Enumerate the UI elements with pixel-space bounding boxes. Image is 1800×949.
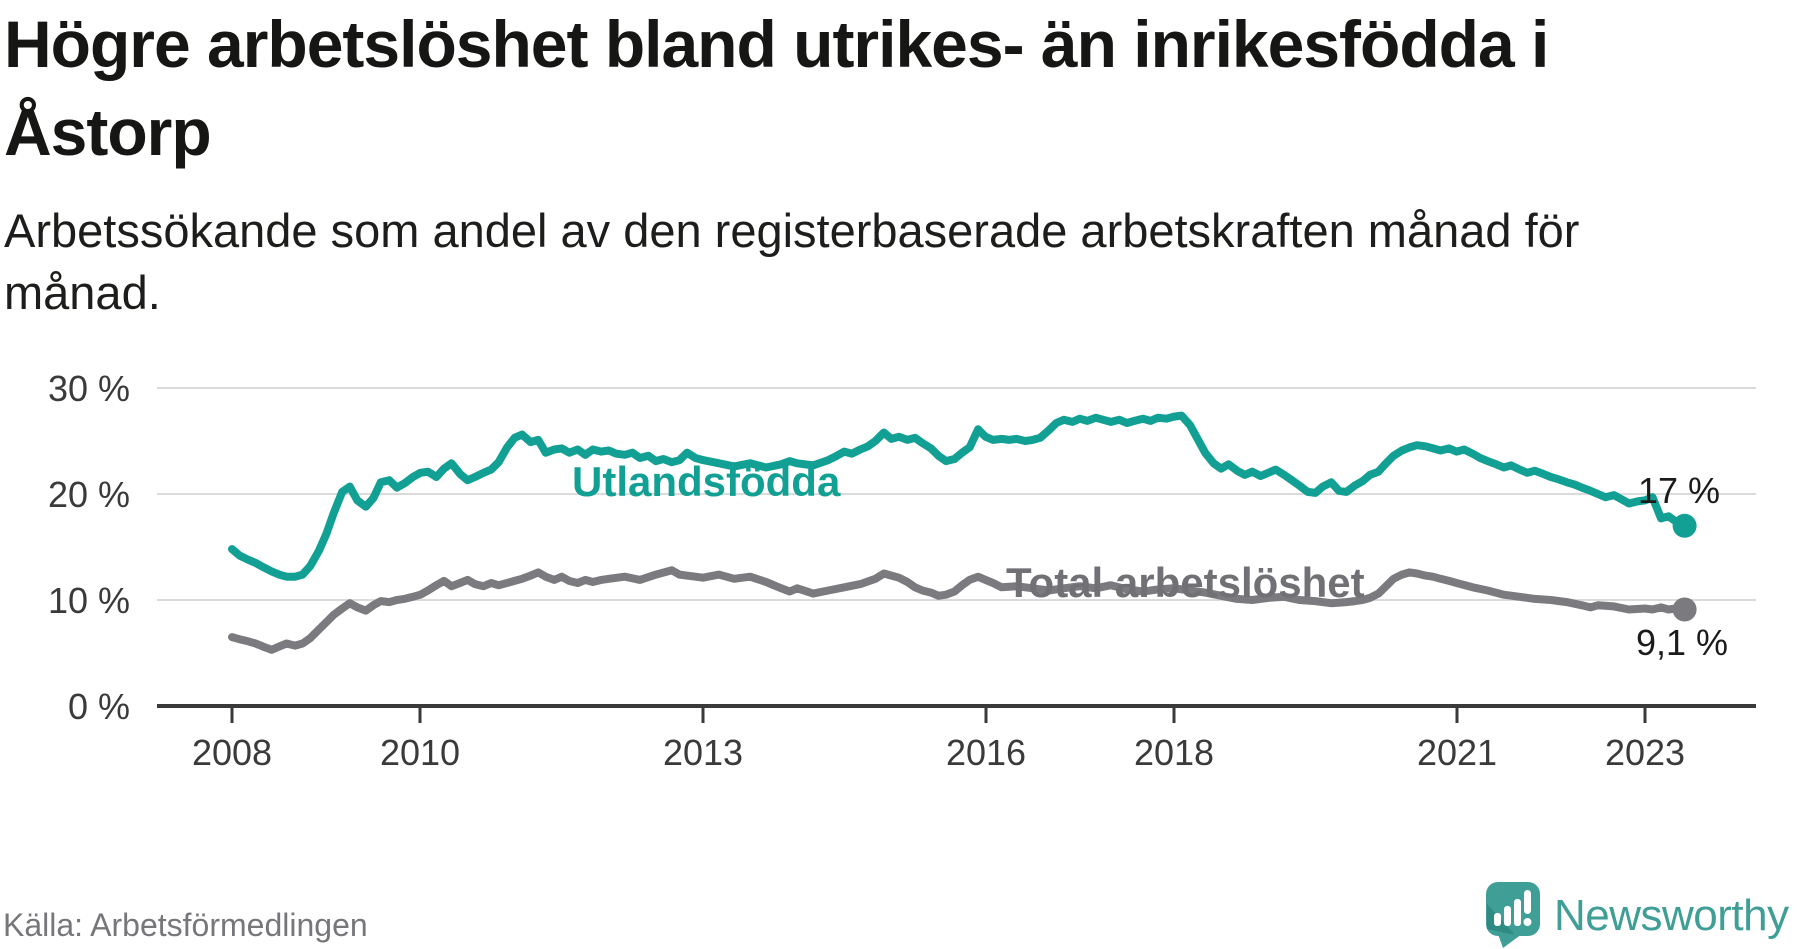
- x-axis-labels: 2008 2010 2013 2016 2018 2021 2023: [192, 732, 1685, 773]
- newsworthy-logo[interactable]: Newsworthy: [1486, 882, 1789, 949]
- y-label-10: 10 %: [48, 580, 130, 621]
- x-label-2008: 2008: [192, 732, 272, 773]
- series-line-utlandsfodda: [228, 411, 1689, 581]
- newsworthy-logo-icon: [1486, 882, 1540, 948]
- chart-subtitle-line1: Arbetssökande som andel av den registerb…: [4, 204, 1580, 257]
- end-value-utlandsfodda: 17 %: [1638, 470, 1720, 511]
- y-axis-labels: 30 % 20 % 10 % 0 %: [48, 368, 130, 727]
- series-line-total-arbetsloshet: [228, 566, 1689, 654]
- y-label-30: 30 %: [48, 368, 130, 409]
- y-label-0: 0 %: [68, 686, 130, 727]
- series-end-dot-utlandsfodda: [1672, 513, 1697, 538]
- x-label-2023: 2023: [1605, 732, 1685, 773]
- y-label-20: 20 %: [48, 474, 130, 515]
- x-label-2010: 2010: [380, 732, 460, 773]
- chart-subtitle: Arbetssökande som andel av den registerb…: [4, 200, 1579, 324]
- x-axis-ticks: [230, 707, 1647, 723]
- series-end-dot-total-arbetsloshet: [1672, 597, 1697, 622]
- x-label-2016: 2016: [946, 732, 1026, 773]
- chart-subtitle-line2: månad.: [4, 266, 161, 319]
- gridlines: [157, 387, 1756, 601]
- newsworthy-wordmark: Newsworthy: [1554, 890, 1789, 940]
- page-title-line2: Åstorp: [4, 95, 212, 169]
- series-label-total-arbetsloshet: Total arbetslöshet: [1006, 559, 1365, 606]
- x-label-2018: 2018: [1134, 732, 1214, 773]
- series-label-utlandsfodda: Utlandsfödda: [572, 458, 841, 505]
- source-note: Källa: Arbetsförmedlingen: [3, 907, 368, 943]
- page-title: Högre arbetslöshet bland utrikes- än inr…: [4, 0, 1549, 176]
- x-label-2021: 2021: [1417, 732, 1497, 773]
- page-title-line1: Högre arbetslöshet bland utrikes- än inr…: [4, 7, 1549, 81]
- x-label-2013: 2013: [663, 732, 743, 773]
- end-value-total-arbetsloshet: 9,1 %: [1636, 622, 1728, 663]
